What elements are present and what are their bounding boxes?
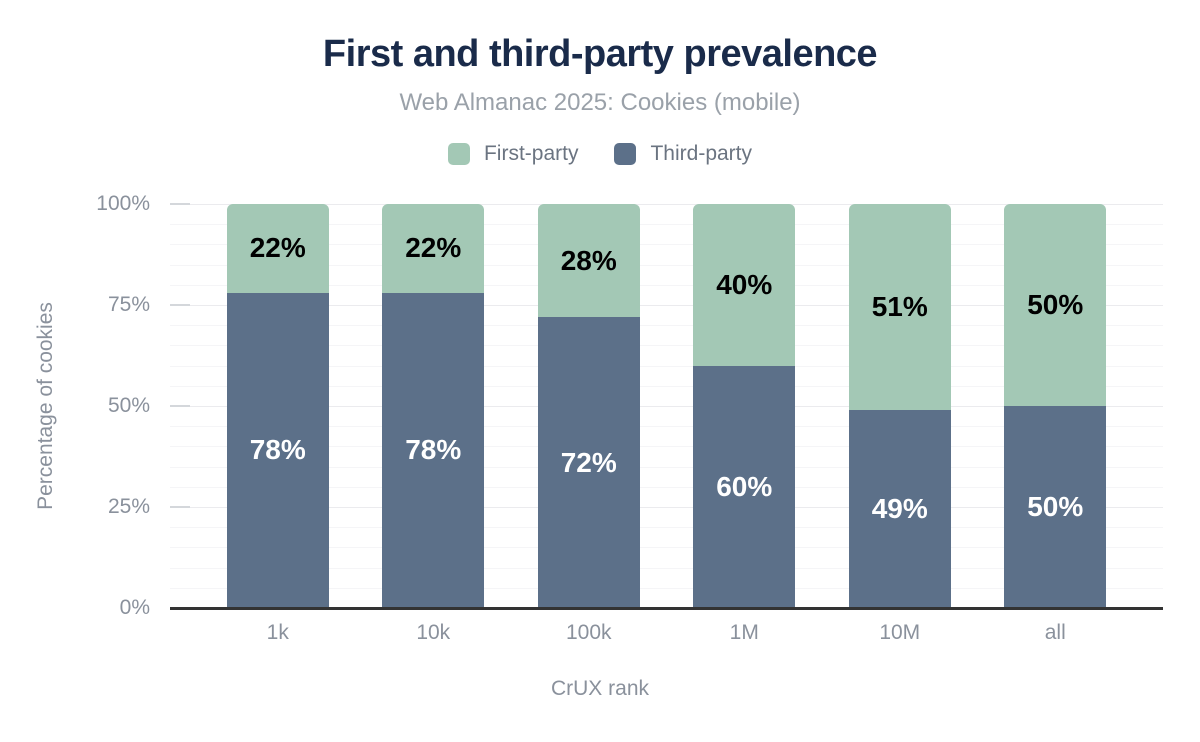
x-axis-label-100k: 100k (565, 621, 612, 644)
bar-segment-first-party-1M[interactable]: 40% (693, 204, 796, 366)
stacked-bar-100k: 28% 72% (537, 204, 640, 608)
data-label-third-party-1M: 60% (716, 470, 773, 502)
data-label-third-party-all: 50% (1027, 491, 1084, 522)
data-label-first-party-1M: 40% (716, 268, 773, 300)
gridline-100 (170, 204, 1163, 205)
first-party-swatch-icon (447, 143, 470, 165)
data-label-third-party-10k: 78% (405, 434, 462, 466)
gridline-50 (170, 406, 1163, 407)
bar-slot-10M: 51% 49% (822, 204, 978, 608)
bar-slot-100k: 28% 72% (511, 204, 667, 608)
gridline-85 (170, 264, 1163, 266)
bar-segment-third-party-10k[interactable]: 78% (382, 292, 485, 608)
gridline-70 (170, 325, 1163, 327)
gridline-75 (170, 305, 1163, 306)
bar-segment-first-party-10k[interactable]: 22% (382, 204, 485, 293)
data-label-first-party-10k: 22% (405, 232, 462, 264)
x-axis-label-all: all (1044, 621, 1066, 644)
bar-segment-third-party-all[interactable]: 50% (1004, 406, 1107, 608)
stacked-bar-1k: 22% 78% (226, 204, 329, 608)
bar-slot-1M: 40% 60% (667, 204, 823, 608)
gridline-15 (170, 547, 1163, 549)
stacked-bar-10M: 51% 49% (848, 204, 951, 608)
x-axis-label-10M: 10M (879, 621, 921, 644)
y-axis-tick-100 (170, 203, 190, 205)
chart-subtitle: Web Almanac 2025: Cookies (mobile) (399, 89, 801, 116)
plot-area: 22% 78% 22% 78% 28% 72% 40% 60% 51% 49% 50% 50% (170, 203, 1163, 610)
x-axis-label-1k: 1k (266, 621, 289, 644)
third-party-swatch-icon (614, 143, 637, 165)
legend: First-party Third-party (0, 142, 1200, 166)
y-axis-label-25: 25% (107, 495, 150, 518)
bar-segment-first-party-100k[interactable]: 28% (537, 204, 640, 318)
y-axis-tick-25 (170, 506, 190, 508)
bar-slot-all: 50% 50% (978, 204, 1134, 608)
y-axis-label-0: 0% (119, 596, 150, 619)
gridline-55 (170, 385, 1163, 387)
x-axis-line (170, 607, 1163, 610)
y-axis-label-100: 100% (96, 192, 150, 215)
gridline-80 (170, 284, 1163, 286)
x-axis-label-10k: 10k (416, 621, 451, 644)
bar-segment-third-party-100k[interactable]: 72% (537, 317, 640, 608)
data-label-first-party-1k: 22% (249, 232, 306, 264)
gridline-60 (170, 365, 1163, 367)
stacked-bar-10k: 22% 78% (382, 204, 485, 608)
y-axis-labels: 0% 25% 50% 75% 100% (60, 192, 160, 619)
stacked-bar-1M: 40% 60% (693, 204, 796, 608)
data-label-first-party-100k: 28% (560, 244, 617, 276)
y-axis-label-75: 75% (107, 293, 150, 316)
data-label-third-party-10M: 49% (871, 493, 928, 525)
bar-slot-10k: 22% 78% (356, 204, 512, 608)
legend-item-third-party[interactable]: Third-party (614, 142, 752, 166)
bars-layer: 22% 78% 22% 78% 28% 72% 40% 60% 51% 49% 50% 50% (200, 204, 1133, 608)
gridline-45 (170, 426, 1163, 428)
data-label-first-party-all: 50% (1027, 289, 1084, 320)
y-axis-title: Percentage of cookies (34, 302, 57, 510)
gridline-95 (170, 224, 1163, 226)
legend-label-third-party: Third-party (650, 142, 753, 165)
gridline-40 (170, 446, 1163, 448)
gridline-25 (170, 507, 1163, 508)
bar-segment-first-party-all[interactable]: 50% (1004, 204, 1107, 406)
bar-segment-first-party-10M[interactable]: 51% (848, 204, 951, 411)
gridline-65 (170, 345, 1163, 347)
y-axis-tick-75 (170, 304, 190, 306)
data-label-third-party-1k: 78% (249, 434, 306, 466)
bar-slot-1k: 22% 78% (200, 204, 356, 608)
bar-segment-third-party-1k[interactable]: 78% (226, 292, 329, 608)
data-label-third-party-100k: 72% (560, 446, 617, 478)
y-axis-tick-50 (170, 405, 190, 407)
chart-title: First and third-party prevalence (322, 33, 878, 75)
x-axis-title: CrUX rank (550, 677, 650, 700)
bar-segment-first-party-1k[interactable]: 22% (226, 204, 329, 293)
legend-item-first-party[interactable]: First-party (447, 142, 579, 166)
x-axis-label-1M: 1M (729, 621, 759, 644)
gridline-20 (170, 527, 1163, 529)
bar-segment-third-party-1M[interactable]: 60% (693, 365, 796, 608)
gridline-30 (170, 486, 1163, 488)
gridline-10 (170, 567, 1163, 569)
y-axis-label-50: 50% (107, 394, 150, 417)
gridline-5 (170, 587, 1163, 589)
gridline-35 (170, 466, 1163, 468)
data-label-first-party-10M: 51% (871, 291, 928, 323)
stacked-bar-all: 50% 50% (1004, 204, 1107, 608)
x-axis-labels: 1k 10k 100k 1M 10M all (200, 620, 1133, 646)
gridline-90 (170, 244, 1163, 246)
bar-segment-third-party-10M[interactable]: 49% (848, 410, 951, 608)
legend-label-first-party: First-party (483, 142, 579, 165)
